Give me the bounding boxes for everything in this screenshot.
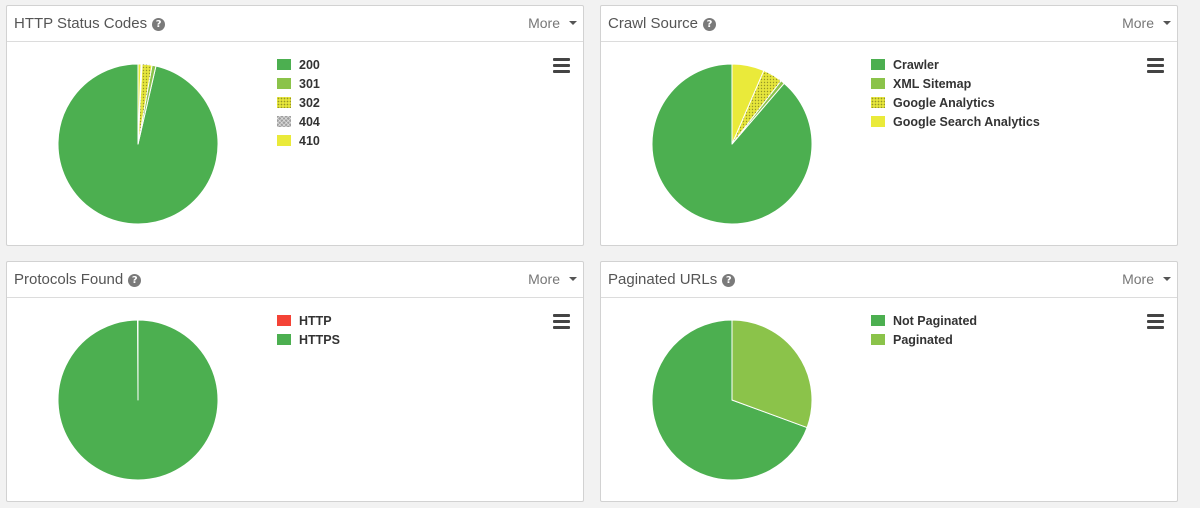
legend-swatch [871,334,885,345]
legend-swatch [277,97,291,108]
help-icon[interactable]: ? [128,274,142,287]
pie-slice-410[interactable] [137,63,142,145]
legend-label: HTTP [299,314,332,328]
pie-chart [57,63,219,225]
more-dropdown-button[interactable]: More [528,271,577,287]
legend-swatch [871,116,885,127]
legend-label: HTTPS [299,333,340,347]
pie-slice-not-paginated[interactable] [651,319,808,481]
more-label: More [1122,15,1154,31]
chart-legend: HTTP HTTPS [277,314,340,352]
panel-paginated-urls: Paginated URLs? More Not Paginated Pagina… [600,261,1178,502]
legend-item-302[interactable]: 302 [277,96,320,115]
legend-label: Crawler [893,58,939,72]
legend-item-404[interactable]: 404 [277,115,320,134]
more-label: More [1122,271,1154,287]
legend-label: 410 [299,134,320,148]
legend-swatch [277,59,291,70]
help-icon[interactable]: ? [152,18,166,31]
more-dropdown-button[interactable]: More [1122,271,1171,287]
legend-swatch [277,315,291,326]
legend-item-google-search-analytics[interactable]: Google Search Analytics [871,115,1040,134]
legend-label: 404 [299,115,320,129]
legend-label: 301 [299,77,320,91]
legend-label: 200 [299,58,320,72]
caret-down-icon [569,21,577,25]
legend-swatch [277,334,291,345]
legend-swatch [277,78,291,89]
more-dropdown-button[interactable]: More [1122,15,1171,31]
legend-item-https[interactable]: HTTPS [277,333,340,352]
help-icon[interactable]: ? [722,274,736,287]
chart-legend: Not Paginated Paginated [871,314,977,352]
panel-header: Paginated URLs? More [601,262,1177,298]
caret-down-icon [1163,277,1171,281]
more-label: More [528,15,560,31]
legend-item-410[interactable]: 410 [277,134,320,153]
panel-crawl-source: Crawl Source? More Crawler XML Sitemap Goo… [600,5,1178,246]
panel-header: Protocols Found? More [7,262,583,298]
legend-swatch [871,97,885,108]
caret-down-icon [569,277,577,281]
legend-item-not-paginated[interactable]: Not Paginated [871,314,977,333]
pie-slice-paginated[interactable] [731,319,813,429]
panel-header: Crawl Source? More [601,6,1177,42]
panel-title: Crawl Source [608,15,699,32]
panel-header: HTTP Status Codes? More [7,6,583,42]
panel-title: Paginated URLs [608,271,718,288]
legend-label: XML Sitemap [893,77,972,91]
legend-item-http[interactable]: HTTP [277,314,340,333]
panel-http-status-codes: HTTP Status Codes? More 200 301 302 404 410 [6,5,584,246]
pie-slice-google-search-analytics[interactable] [731,63,765,145]
legend-label: Paginated [893,333,953,347]
legend-item-google-analytics[interactable]: Google Analytics [871,96,1040,115]
legend-swatch [871,78,885,89]
legend-label: Google Analytics [893,96,995,110]
more-label: More [528,271,560,287]
legend-item-crawler[interactable]: Crawler [871,58,1040,77]
panel-protocols-found: Protocols Found? More HTTP HTTPS [6,261,584,502]
legend-label: Google Search Analytics [893,115,1040,129]
legend-swatch [871,59,885,70]
hamburger-menu-icon[interactable] [1147,58,1164,76]
legend-swatch [277,116,291,127]
chart-legend: Crawler XML Sitemap Google Analytics Google… [871,58,1040,134]
legend-label: Not Paginated [893,314,978,328]
legend-item-200[interactable]: 200 [277,58,320,77]
chart-legend: 200 301 302 404 410 [277,58,320,153]
legend-item-xml-sitemap[interactable]: XML Sitemap [871,77,1040,96]
hamburger-menu-icon[interactable] [1147,314,1164,332]
hamburger-menu-icon[interactable] [553,58,570,76]
legend-swatch [871,315,885,326]
more-dropdown-button[interactable]: More [528,15,577,31]
pie-chart [651,319,813,481]
legend-item-paginated[interactable]: Paginated [871,333,977,352]
hamburger-menu-icon[interactable] [553,314,570,332]
pie-slice-https[interactable] [57,319,219,481]
legend-swatch [277,135,291,146]
caret-down-icon [1163,21,1171,25]
panel-title: Protocols Found [14,271,124,288]
pie-chart [651,63,813,225]
pie-chart [57,319,219,481]
help-icon[interactable]: ? [703,18,717,31]
legend-label: 302 [299,96,320,110]
legend-item-301[interactable]: 301 [277,77,320,96]
panel-title: HTTP Status Codes [14,15,148,32]
